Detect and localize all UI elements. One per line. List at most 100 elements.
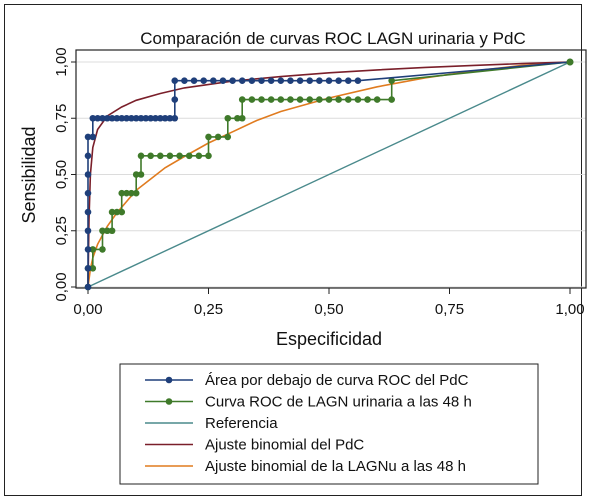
data-point [84,227,92,235]
data-point [137,171,145,178]
legend-marker [165,398,173,405]
x-tick-label: 0,00 [73,301,102,318]
data-point [248,77,256,84]
data-point [277,96,285,103]
data-point [108,227,116,235]
data-point [84,189,92,197]
data-point [103,114,111,122]
data-point [99,227,106,235]
data-point [224,114,232,122]
data-point [147,114,154,122]
x-tick-label: 1,00 [555,301,584,318]
data-point [267,96,275,103]
data-point [84,208,92,216]
data-point [89,133,97,141]
y-tick-label: 0,50 [53,160,70,189]
data-point [171,96,179,103]
data-point [316,96,323,103]
data-point [306,77,314,84]
data-point [344,77,352,84]
data-point [388,96,395,103]
data-point [238,114,246,122]
data-point [137,114,145,122]
data-point [128,114,135,122]
data-point [205,152,212,160]
data-point [185,152,193,160]
data-point [99,114,106,122]
data-point [99,246,106,253]
data-point [84,246,92,253]
data-point [190,77,198,84]
y-tick-label: 0,75 [53,104,70,133]
plot-border [75,49,587,289]
data-point [103,227,111,235]
data-point [132,114,140,122]
data-point [166,152,174,160]
data-point [267,77,275,84]
data-point [108,114,116,122]
x-tick-label: 0,25 [194,301,223,318]
data-point [89,265,97,272]
data-point [152,114,159,122]
x-axis-title: Especificidad [276,329,382,349]
data-point [224,133,232,141]
data-point [354,77,362,84]
data-point [108,208,116,216]
data-point [388,77,395,84]
legend-label: Curva ROC de LAGN urinaria a las 48 h [205,394,472,411]
data-point [84,152,92,160]
data-point [171,77,179,84]
data-point [238,77,246,84]
y-tick-label: 0,25 [53,216,70,245]
data-point [566,58,574,66]
axes: 0,00 0,25 0,50 0,75 1,00 0,00 0,25 0,50 0,75 1,00 [53,47,587,318]
data-point [344,96,352,103]
data-point [200,77,207,84]
data-point [132,189,140,197]
data-point [277,77,285,84]
data-point [176,152,183,160]
data-point [147,152,154,160]
data-point [238,96,246,103]
series-group [84,58,574,291]
data-point [123,114,130,122]
data-point [364,96,371,103]
y-tick-label: 0,00 [53,272,70,301]
legend-label: Ajuste binomial de la LAGNu a las 48 h [205,458,466,475]
data-point [94,114,101,122]
legend-box [119,363,539,485]
data-point [137,152,145,160]
data-point [84,133,92,141]
data-point [287,77,294,84]
legend-label: Ajuste binomial del PdC [205,437,364,454]
data-point [219,77,227,84]
data-point [210,77,217,84]
data-point [89,246,97,253]
series-line-2 [87,61,571,288]
data-point [205,133,212,141]
data-point [234,114,241,122]
series-line-3 [87,61,571,288]
legend: Área por debajo de curva ROC del PdC Curv… [119,363,539,485]
data-point [123,189,130,197]
data-point [195,152,203,160]
data-point [214,133,222,141]
x-tick-label: 0,75 [435,301,464,318]
data-point [161,114,169,122]
y-axis-title: Sensibilidad [19,126,39,223]
data-point [84,265,92,272]
data-point [248,96,256,103]
plot-area [76,50,588,288]
data-point [296,77,304,84]
legend-marker [165,376,173,384]
x-tick-label: 0,50 [314,301,343,318]
data-point [181,77,188,84]
data-point [258,96,265,103]
data-point [84,171,92,178]
data-point [118,208,126,216]
data-point [118,114,126,122]
data-point [113,114,121,122]
data-point [142,114,150,122]
legend-label: Área por debajo de curva ROC del PdC [205,372,469,389]
